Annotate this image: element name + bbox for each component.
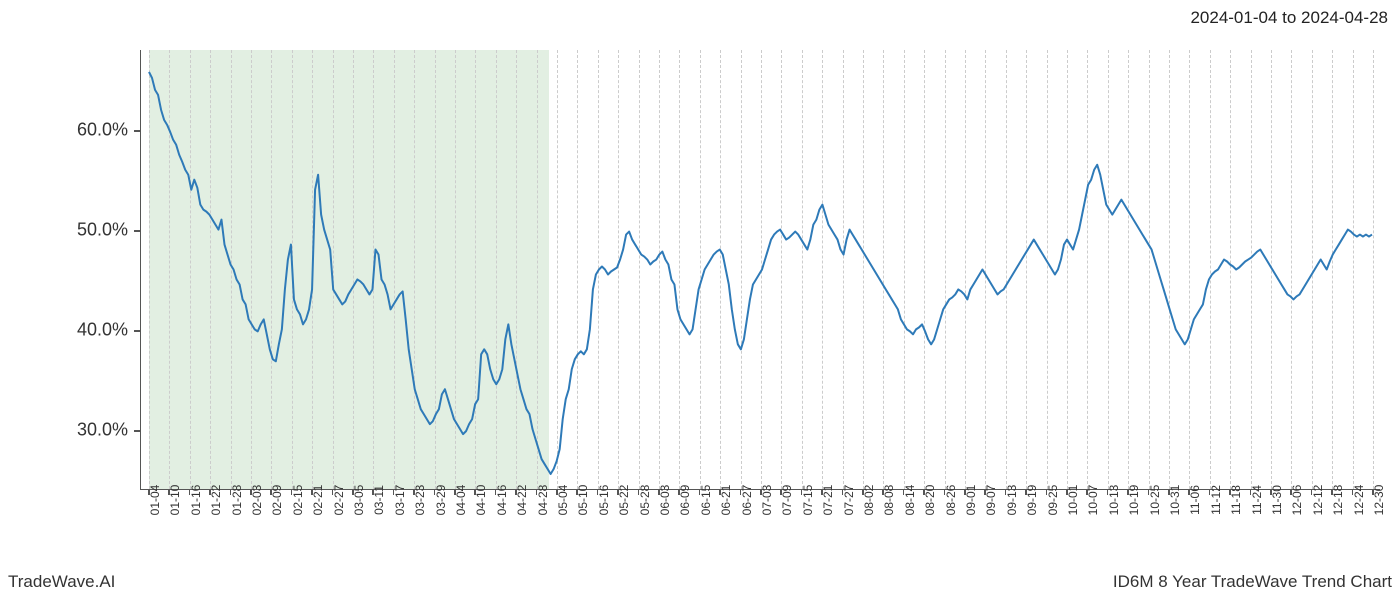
x-tick-label: 11-24 xyxy=(1250,485,1264,515)
plot-area xyxy=(140,50,1380,490)
x-tick-label: 11-18 xyxy=(1229,485,1243,515)
x-tick-label: 03-29 xyxy=(434,485,448,516)
x-tick-label: 09-25 xyxy=(1046,485,1060,516)
x-tick-label: 05-28 xyxy=(638,485,652,516)
x-tick-label: 09-19 xyxy=(1025,485,1039,516)
x-tick-label: 06-15 xyxy=(699,485,713,516)
x-tick-label: 02-03 xyxy=(250,485,264,516)
x-tick-label: 02-09 xyxy=(270,485,284,516)
x-tick-label: 09-01 xyxy=(964,485,978,516)
x-tick-label: 12-24 xyxy=(1352,485,1366,516)
x-tick-label: 08-14 xyxy=(903,485,917,516)
y-tick-mark xyxy=(134,230,140,232)
date-range-label: 2024-01-04 to 2024-04-28 xyxy=(1190,8,1388,28)
x-tick-label: 04-16 xyxy=(495,485,509,516)
y-tick-label: 40.0% xyxy=(77,320,128,341)
x-tick-label: 12-18 xyxy=(1331,485,1345,516)
x-tick-label: 06-21 xyxy=(719,485,733,516)
x-tick-label: 08-08 xyxy=(882,485,896,516)
x-tick-label: 10-01 xyxy=(1066,485,1080,516)
x-tick-label: 02-27 xyxy=(332,485,346,516)
x-tick-label: 12-06 xyxy=(1290,485,1304,516)
x-tick-label: 07-03 xyxy=(760,485,774,516)
x-tick-label: 06-09 xyxy=(678,485,692,516)
x-tick-label: 01-28 xyxy=(230,485,244,516)
x-tick-label: 11-30 xyxy=(1270,485,1284,515)
x-tick-label: 07-21 xyxy=(821,485,835,516)
x-tick-label: 01-16 xyxy=(189,485,203,516)
y-tick-mark xyxy=(134,130,140,132)
x-tick-label: 04-04 xyxy=(454,485,468,516)
x-tick-label: 08-02 xyxy=(862,485,876,516)
x-tick-label: 10-07 xyxy=(1086,485,1100,516)
chart-title: ID6M 8 Year TradeWave Trend Chart xyxy=(1113,572,1392,592)
x-tick-label: 01-22 xyxy=(209,485,223,516)
x-tick-label: 05-16 xyxy=(597,485,611,516)
brand-label: TradeWave.AI xyxy=(8,572,115,592)
y-tick-label: 50.0% xyxy=(77,220,128,241)
x-tick-label: 12-12 xyxy=(1311,485,1325,516)
x-tick-label: 06-27 xyxy=(740,485,754,516)
x-tick-label: 03-05 xyxy=(352,485,366,516)
y-tick-label: 60.0% xyxy=(77,120,128,141)
x-tick-label: 04-22 xyxy=(515,485,529,516)
x-tick-label: 07-09 xyxy=(780,485,794,516)
x-tick-label: 08-20 xyxy=(923,485,937,516)
x-tick-label: 05-04 xyxy=(556,485,570,516)
x-tick-label: 05-10 xyxy=(576,485,590,516)
x-tick-label: 06-03 xyxy=(658,485,672,516)
x-tick-label: 05-22 xyxy=(617,485,631,516)
x-tick-label: 10-19 xyxy=(1127,485,1141,516)
trend-line-path xyxy=(149,72,1372,474)
x-tick-label: 09-07 xyxy=(984,485,998,516)
chart-container: 30.0%40.0%50.0%60.0% 01-0401-1001-1601-2… xyxy=(140,50,1380,490)
x-tick-label: 01-10 xyxy=(168,485,182,516)
x-tick-label: 11-12 xyxy=(1209,485,1223,515)
y-tick-label: 30.0% xyxy=(77,420,128,441)
x-tick-label: 11-06 xyxy=(1188,485,1202,515)
x-tick-label: 10-31 xyxy=(1168,485,1182,516)
x-tick-label: 09-13 xyxy=(1005,485,1019,516)
x-tick-label: 02-15 xyxy=(291,485,305,516)
x-tick-label: 08-26 xyxy=(944,485,958,516)
x-tick-label: 12-30 xyxy=(1372,485,1386,516)
x-tick-label: 01-04 xyxy=(148,485,162,516)
x-tick-label: 03-17 xyxy=(393,485,407,516)
x-tick-label: 02-21 xyxy=(311,485,325,516)
x-tick-label: 10-25 xyxy=(1148,485,1162,516)
x-tick-label: 04-10 xyxy=(474,485,488,516)
y-tick-mark xyxy=(134,430,140,432)
trend-line xyxy=(141,50,1380,489)
x-tick-label: 10-13 xyxy=(1107,485,1121,516)
x-tick-label: 03-23 xyxy=(413,485,427,516)
x-tick-label: 07-15 xyxy=(801,485,815,516)
x-tick-label: 04-28 xyxy=(536,485,550,516)
y-tick-mark xyxy=(134,330,140,332)
x-tick-label: 03-11 xyxy=(372,485,386,515)
x-tick-label: 07-27 xyxy=(842,485,856,516)
